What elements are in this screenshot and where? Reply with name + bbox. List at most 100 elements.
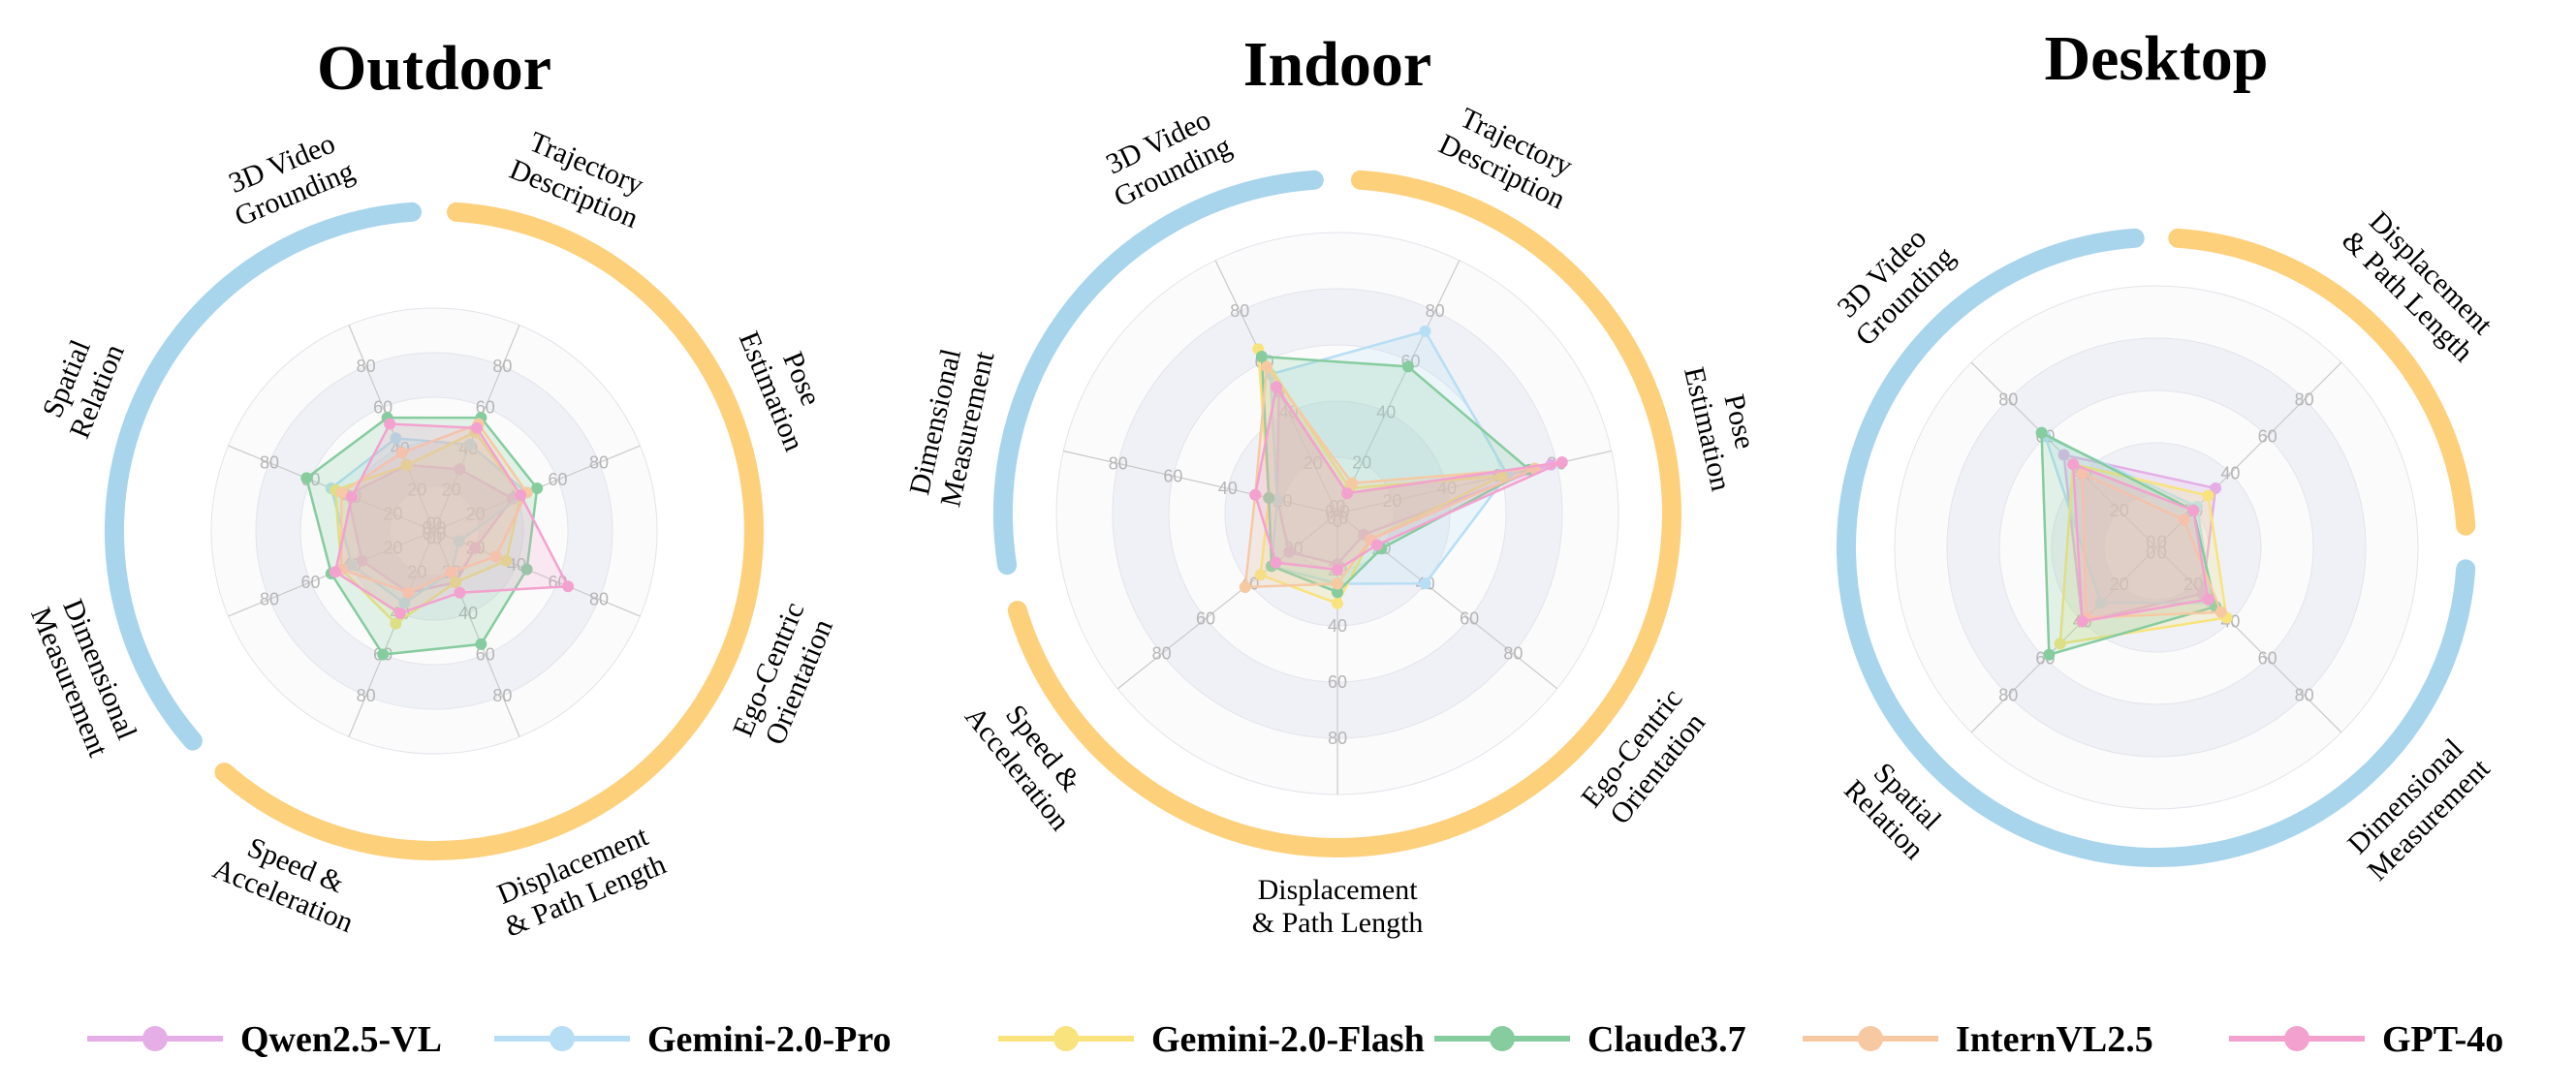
series-point	[1239, 581, 1251, 593]
radar-panel-outdoor: Outdoor020406080020406080020406080020406…	[24, 33, 839, 944]
series-point	[346, 559, 358, 572]
series-area	[1260, 355, 1532, 594]
series-point	[453, 535, 465, 547]
legend-label: Gemini-2.0-Flash	[1151, 1019, 1425, 1060]
series-internvl2-5	[335, 418, 533, 599]
series-claude3-7	[1255, 351, 1535, 599]
tick-label: 80	[589, 453, 609, 473]
radar-spoke	[348, 530, 435, 737]
series-point	[393, 607, 406, 619]
tick-label: 60	[1196, 609, 1215, 629]
series-point	[1255, 351, 1268, 362]
tick-label: 0	[1333, 512, 1342, 531]
category-arcs	[104, 202, 764, 860]
series-area	[1253, 384, 1563, 572]
tick-label: 60	[548, 470, 567, 489]
series-point	[2076, 467, 2089, 480]
series-point	[2035, 426, 2048, 439]
tick-label: 40	[1437, 479, 1457, 498]
category-arc-blue	[993, 170, 1324, 576]
tick-label: 80	[1426, 301, 1445, 321]
series-point	[1419, 577, 1431, 590]
series-area	[1243, 363, 1536, 589]
tick-label: 20	[442, 481, 461, 500]
legend-item-gpt-4o: GPT-4o	[2229, 1019, 2503, 1060]
category-arcs	[993, 170, 1681, 857]
series-gpt-4o	[1249, 381, 1568, 576]
axis-label: SpatialRelation	[33, 327, 131, 444]
legend-label: Gemini-2.0-Pro	[647, 1019, 892, 1060]
series-gpt-4o	[330, 418, 575, 619]
series-point	[464, 438, 476, 451]
series-point	[346, 490, 358, 503]
tick-label: 80	[1998, 686, 2018, 705]
tick-label: 20	[2110, 575, 2129, 594]
series-point	[2043, 648, 2056, 661]
series-point	[377, 648, 390, 661]
series-point	[400, 459, 413, 471]
series-point	[562, 580, 575, 593]
axis-label: Displacement& Path Length	[1252, 874, 1424, 939]
tick-label: 80	[492, 357, 512, 376]
series-point	[1370, 539, 1383, 551]
category-arc-blue	[1837, 228, 2476, 867]
tick-label: 0	[1340, 502, 1350, 521]
axis-label: Displacement& Path Length	[2336, 202, 2502, 368]
tick-label: 80	[1109, 453, 1128, 473]
tick-label: 0	[432, 528, 442, 547]
radar-spoke	[1336, 260, 1461, 514]
series-point	[2067, 458, 2080, 471]
tick-label: 40	[2220, 464, 2240, 483]
legend-item-gemini-2-0-flash: Gemini-2.0-Flash	[998, 1019, 1425, 1060]
tick-label: 0	[2157, 532, 2167, 551]
radar-series	[2035, 426, 2233, 661]
series-point	[395, 447, 408, 459]
tick-label: 60	[2258, 426, 2278, 446]
tick-label: 80	[1503, 644, 1523, 664]
tick-label: 80	[1328, 729, 1347, 748]
tick-label: 0	[1327, 509, 1336, 528]
series-gpt-4o	[2067, 458, 2215, 628]
tick-label: 0	[2146, 544, 2155, 563]
series-point	[1332, 564, 1343, 576]
series-point	[384, 418, 396, 430]
legend-item-internvl2-5: InternVL2.5	[1803, 1019, 2153, 1060]
legend-marker	[1490, 1026, 1515, 1051]
series-area	[1275, 388, 1552, 566]
tick-label: 40	[458, 604, 478, 623]
series-area	[1256, 344, 1503, 606]
axis-label: Speed &Acceleration	[958, 680, 1102, 837]
series-point	[2058, 449, 2070, 461]
axis-label: Ego-CentricOrientation	[1575, 683, 1714, 834]
tick-label: 20	[1304, 453, 1323, 473]
tick-label: 40	[1376, 403, 1396, 422]
tick-label: 0	[1335, 497, 1345, 516]
tick-label: 80	[357, 357, 376, 376]
tick-label: 0	[426, 528, 436, 547]
radar-spoke	[1116, 513, 1338, 690]
tick-label: 60	[1328, 672, 1347, 692]
legend-item-claude3-7: Claude3.7	[1434, 1019, 1746, 1060]
series-point	[450, 576, 461, 589]
axis-label: PoseEstimation	[1678, 357, 1769, 494]
tick-label: 20	[407, 481, 426, 500]
legend-marker	[1858, 1026, 1883, 1051]
series-point	[469, 542, 482, 554]
tick-label: 60	[1163, 466, 1182, 485]
tick-label: 0	[426, 514, 436, 534]
tick-label: 0	[2157, 544, 2167, 563]
category-arc-orange	[214, 202, 764, 860]
tick-label: 20	[1382, 491, 1401, 511]
radar-tick-labels: 0204060800204060800204060800204060800204…	[1109, 301, 1566, 748]
radar-spoke	[433, 530, 520, 737]
series-point	[2054, 638, 2066, 650]
tick-label: 0	[1338, 509, 1348, 528]
series-point	[335, 486, 348, 499]
series-point	[2215, 606, 2227, 618]
series-point	[489, 550, 502, 563]
legend: Qwen2.5-VL Gemini-2.0-Pro Gemini-2.0-Flash…	[87, 1019, 2503, 1060]
tick-label: 20	[2110, 501, 2129, 520]
tick-label: 20	[407, 563, 426, 582]
legend-item-gemini-2-0-pro: Gemini-2.0-Pro	[494, 1019, 892, 1060]
